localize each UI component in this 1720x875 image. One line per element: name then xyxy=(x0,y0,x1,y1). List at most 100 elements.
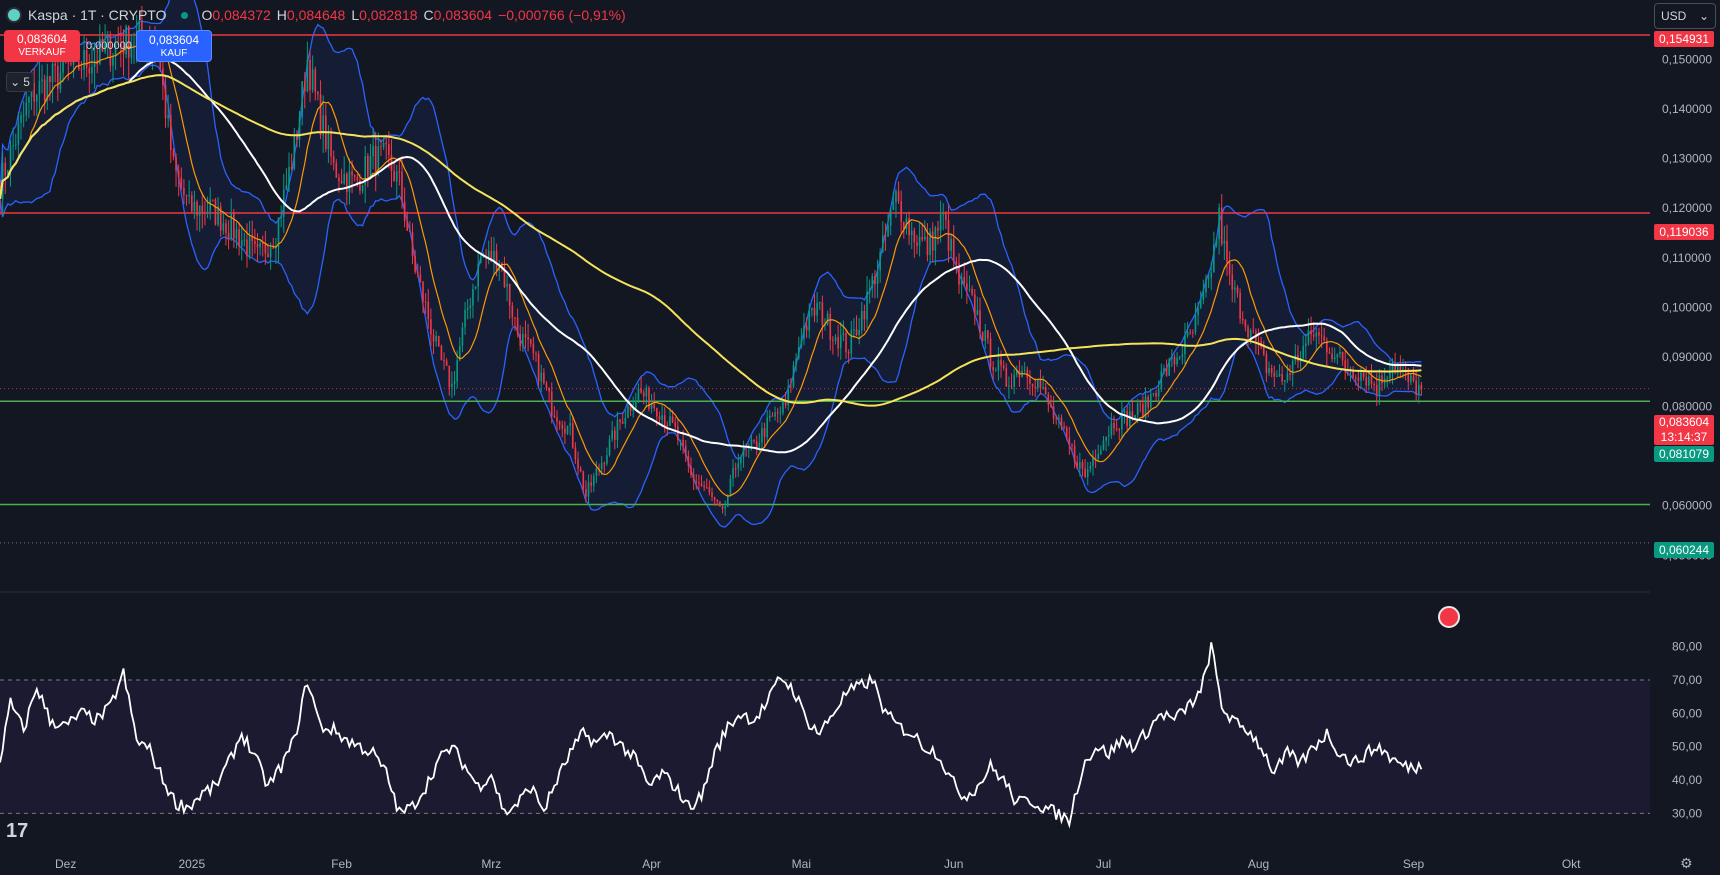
y-tick-label: 0,100000 xyxy=(1662,300,1712,314)
candle-body xyxy=(1352,370,1354,378)
candle-body xyxy=(177,170,180,178)
candle-body xyxy=(821,302,824,326)
candle-body xyxy=(1241,318,1244,321)
candle-body xyxy=(984,330,987,342)
ma-orange-line xyxy=(0,40,1422,497)
candle-body xyxy=(49,76,51,83)
candle-body xyxy=(1115,428,1118,430)
candle-body xyxy=(1079,462,1081,469)
candle-body xyxy=(1420,384,1423,389)
candle-body xyxy=(606,455,608,464)
candle-body xyxy=(43,79,46,101)
candle-body xyxy=(769,415,771,418)
candle-body xyxy=(1417,384,1420,394)
candle-body xyxy=(59,72,62,89)
us-flag-event-icon[interactable] xyxy=(1438,606,1460,628)
candle-body xyxy=(1126,411,1128,427)
buy-button[interactable]: 0,083604 KAUF xyxy=(136,30,212,62)
candle-body xyxy=(17,122,20,145)
candle-body xyxy=(104,43,106,52)
candle-body xyxy=(1076,461,1079,469)
candle-body xyxy=(272,247,275,249)
candle-body xyxy=(616,419,619,440)
candle-body xyxy=(648,388,650,409)
candle-body xyxy=(1105,436,1107,441)
candle-body xyxy=(374,145,377,174)
y-tick-label: 0,140000 xyxy=(1662,102,1712,116)
candle-body xyxy=(367,155,369,178)
candle-body xyxy=(112,56,114,66)
candle-body xyxy=(1270,368,1273,373)
candle-body xyxy=(327,133,330,150)
candle-body xyxy=(624,418,627,424)
candle-body xyxy=(243,239,246,241)
candle-body xyxy=(248,236,251,256)
candle-body xyxy=(1289,373,1291,375)
chevron-down-icon: ⌄ xyxy=(10,75,21,89)
candle-body xyxy=(981,332,984,342)
candle-body xyxy=(755,441,758,448)
market-status-icon xyxy=(180,11,188,19)
candle-body xyxy=(653,404,656,409)
candle-body xyxy=(1410,375,1412,382)
sell-button[interactable]: 0,083604 VERKAUF xyxy=(4,30,80,62)
candle-body xyxy=(721,506,724,509)
candle-body xyxy=(340,181,343,184)
gear-icon[interactable]: ⚙ xyxy=(1680,855,1693,871)
candle-body xyxy=(929,231,931,256)
kaspa-logo-icon xyxy=(6,7,22,23)
rsi-y-tick-label: 40,00 xyxy=(1672,773,1702,787)
sell-price: 0,083604 xyxy=(16,32,68,46)
candle-body xyxy=(1291,360,1294,375)
candle-body xyxy=(884,235,887,237)
buy-label: KAUF xyxy=(160,48,188,59)
candle-body xyxy=(574,447,577,460)
candle-body xyxy=(1121,412,1123,430)
candle-body xyxy=(832,339,834,341)
candle-body xyxy=(1394,363,1396,372)
candle-body xyxy=(214,199,217,225)
candle-body xyxy=(545,383,548,388)
candle-body xyxy=(1181,354,1184,358)
candle-body xyxy=(482,256,485,258)
candle-body xyxy=(595,468,598,476)
candle-body xyxy=(393,171,395,182)
candle-body xyxy=(703,485,705,488)
ma-yellow-line xyxy=(0,74,1422,407)
candle-body xyxy=(711,492,713,498)
candle-body xyxy=(1378,375,1381,396)
indicator-collapse-button[interactable]: ⌄ 5 xyxy=(6,72,34,92)
candle-body xyxy=(787,386,790,406)
candle-body xyxy=(254,241,256,245)
candle-body xyxy=(1052,406,1055,419)
candle-body xyxy=(1063,426,1065,428)
buy-price: 0,083604 xyxy=(148,33,200,47)
candle-body xyxy=(343,173,346,184)
y-tick-label: 0,080000 xyxy=(1662,400,1712,414)
candle-body xyxy=(863,310,866,320)
candle-body xyxy=(125,26,127,55)
candle-body xyxy=(474,286,477,289)
candle-body xyxy=(1318,332,1320,336)
tradingview-logo-icon[interactable]: 17 xyxy=(6,820,29,842)
candle-body xyxy=(516,317,519,334)
candle-body xyxy=(976,310,979,316)
candle-body xyxy=(782,401,784,413)
candle-body xyxy=(958,263,960,285)
candle-body xyxy=(1389,372,1391,379)
candle-body xyxy=(571,423,574,448)
symbol-title[interactable]: Kaspa · 1T · CRYPTO xyxy=(28,7,167,23)
currency-select[interactable]: USD ⌄ xyxy=(1654,3,1716,29)
candle-body xyxy=(301,81,303,118)
candle-body xyxy=(503,267,506,287)
candle-body xyxy=(695,480,698,483)
candle-body xyxy=(963,277,966,284)
candle-body xyxy=(1386,378,1389,380)
candle-body xyxy=(1302,346,1304,359)
candle-body xyxy=(729,478,732,496)
candle-body xyxy=(1194,315,1197,333)
candle-body xyxy=(185,194,188,196)
candle-body xyxy=(380,146,382,148)
candle-body xyxy=(395,171,398,182)
